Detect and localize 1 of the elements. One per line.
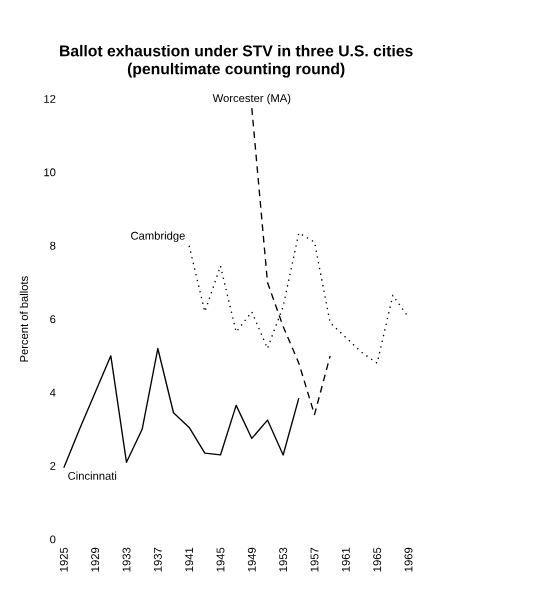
line-series <box>63 347 300 469</box>
